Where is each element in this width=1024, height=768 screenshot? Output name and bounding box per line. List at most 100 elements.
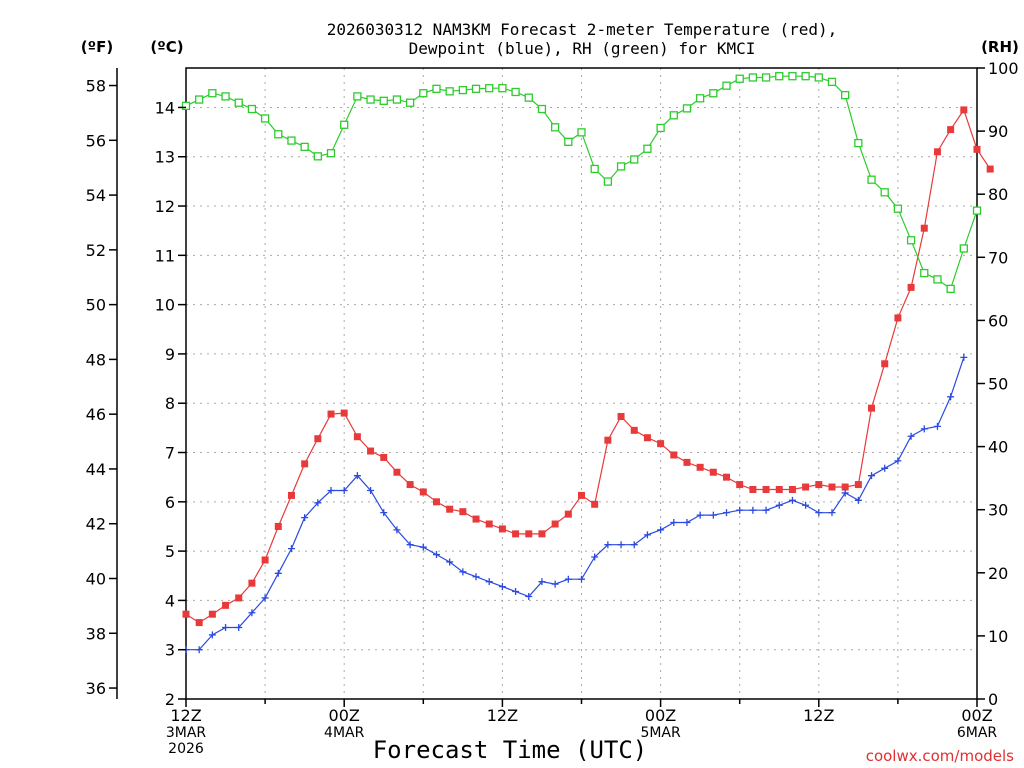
relative-humidity-point — [577, 128, 586, 137]
relative-humidity-point — [313, 152, 322, 161]
relative-humidity-point — [366, 95, 375, 104]
celsius-tick-label: 13 — [155, 148, 175, 167]
rh-tick-label: 60 — [988, 311, 1008, 330]
dewpoint-point — [736, 506, 744, 514]
relative-humidity-point — [564, 137, 573, 146]
dewpoint-point — [881, 464, 889, 472]
relative-humidity-point — [195, 95, 204, 104]
relative-humidity-point — [696, 94, 705, 103]
celsius-tick-label: 10 — [155, 296, 175, 315]
unit-label-celsius: (ºC) — [150, 38, 183, 56]
dewpoint-point — [802, 501, 810, 509]
relative-humidity-point — [959, 244, 968, 253]
relative-humidity-point — [933, 275, 942, 284]
relative-humidity-point — [682, 104, 692, 113]
2-meter-temperature-point — [314, 435, 322, 443]
celsius-tick-label: 11 — [155, 246, 175, 265]
2-meter-temperature-point — [670, 451, 678, 459]
celsius-tick-label: 4 — [165, 591, 175, 610]
x-tick-label: 00Z — [961, 706, 992, 725]
relative-humidity-point — [906, 236, 916, 245]
relative-humidity-point — [340, 120, 349, 129]
relative-humidity-point — [814, 73, 823, 82]
relative-humidity-point — [287, 136, 296, 145]
dewpoint-point — [459, 568, 467, 576]
2-meter-temperature-point — [472, 515, 480, 523]
dewpoint-point — [643, 531, 651, 539]
dewpoint-point — [920, 425, 928, 433]
chart-title-line1: 2026030312 NAM3KM Forecast 2-meter Tempe… — [327, 20, 838, 39]
2-meter-temperature-point — [802, 483, 810, 491]
2-meter-temperature-point — [327, 410, 335, 418]
relative-humidity-point — [709, 89, 718, 98]
relative-humidity-point — [234, 98, 243, 107]
dewpoint-point — [551, 580, 559, 588]
2-meter-temperature-point — [617, 413, 625, 421]
dewpoint-point — [947, 393, 955, 401]
2-meter-temperature-point — [248, 579, 256, 587]
2-meter-temperature-point — [933, 148, 941, 156]
rh-tick-label: 40 — [988, 438, 1008, 457]
fahrenheit-tick-label: 36 — [86, 679, 106, 698]
2-meter-temperature-point — [367, 447, 375, 455]
2-meter-temperature-point — [195, 619, 203, 627]
dewpoint-point — [485, 578, 493, 586]
2-meter-temperature-line — [185, 108, 991, 624]
relative-humidity-point — [221, 92, 230, 101]
2-meter-temperature-point — [947, 126, 955, 134]
2-meter-temperature-point — [419, 488, 427, 496]
dewpoint-point — [406, 541, 414, 549]
2-meter-temperature-point — [301, 460, 309, 468]
relative-humidity-point — [841, 90, 850, 100]
dewpoint-point — [525, 592, 533, 600]
x-tick-label: 00Z — [645, 706, 676, 725]
2-meter-temperature-point — [960, 106, 968, 114]
dewpoint-point — [683, 519, 691, 527]
dewpoint-point — [208, 631, 216, 639]
relative-humidity-point — [392, 95, 402, 104]
dewpoint-point — [841, 489, 849, 497]
relative-humidity-point — [630, 155, 639, 164]
dewpoint-point — [287, 545, 295, 553]
dewpoint-point — [907, 432, 915, 440]
rh-tick-label: 80 — [988, 185, 1008, 204]
celsius-tick-label: 5 — [165, 542, 175, 561]
dewpoint-point — [617, 541, 625, 549]
2-meter-temperature-point — [485, 520, 493, 528]
relative-humidity-point — [656, 123, 665, 133]
2-meter-temperature-point — [736, 481, 744, 489]
unit-label-rh: (RH) — [981, 38, 1019, 56]
relative-humidity-point — [300, 142, 309, 152]
rh-tick-label: 0 — [988, 690, 998, 709]
relative-humidity-point — [181, 101, 191, 111]
rh-tick-label: 50 — [988, 375, 1008, 394]
x-tick-label: 12Z — [170, 706, 201, 725]
2-meter-temperature-point — [591, 500, 599, 508]
relative-humidity-point — [458, 85, 468, 95]
series-layer — [181, 72, 994, 654]
relative-humidity-point — [353, 92, 362, 101]
fahrenheit-tick-label: 42 — [86, 515, 106, 534]
dewpoint-point — [670, 519, 678, 527]
x-tick-label: 12Z — [803, 706, 834, 725]
2-meter-temperature-point — [828, 483, 836, 491]
relative-humidity-point — [946, 284, 955, 294]
2-meter-temperature-point — [274, 522, 282, 530]
relative-humidity-point — [920, 268, 929, 278]
relative-humidity-point — [972, 206, 982, 215]
relative-humidity-point — [550, 123, 560, 132]
celsius-tick-label: 3 — [165, 641, 175, 660]
x-tick-label: 12Z — [487, 706, 518, 725]
relative-humidity-line — [185, 75, 978, 290]
2-meter-temperature-point — [498, 525, 506, 533]
x-date-label: 6MAR — [957, 725, 998, 741]
dewpoint-point — [195, 646, 203, 654]
celsius-tick-label: 8 — [165, 394, 175, 413]
relative-humidity-point — [603, 177, 613, 186]
2-meter-temperature-point — [604, 436, 612, 444]
fahrenheit-tick-label: 44 — [86, 460, 106, 479]
grid-layer — [186, 68, 977, 699]
2-meter-temperature-point — [775, 485, 783, 493]
relative-humidity-point — [643, 144, 652, 153]
